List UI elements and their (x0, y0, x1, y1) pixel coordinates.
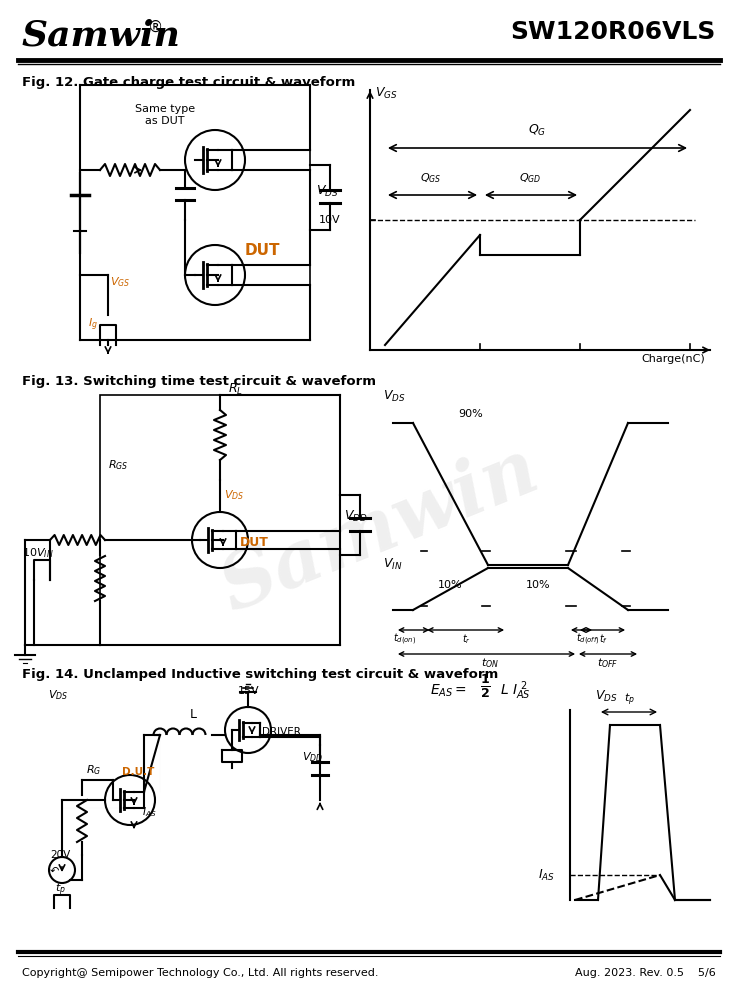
Text: Fig. 13. Switching time test circuit & waveform: Fig. 13. Switching time test circuit & w… (22, 375, 376, 388)
Text: $t_p$: $t_p$ (624, 691, 635, 708)
Text: as DUT: as DUT (145, 116, 184, 126)
Text: 10%: 10% (438, 580, 463, 590)
Text: $R_L$: $R_L$ (228, 382, 243, 397)
Text: 90%: 90% (458, 409, 483, 419)
Bar (80, 85, 310, 340)
Text: DUT: DUT (240, 536, 269, 549)
Text: 15V: 15V (238, 686, 260, 696)
Bar (100, 395, 340, 645)
Text: $L\ I_{AS}^{\ 2}$: $L\ I_{AS}^{\ 2}$ (500, 679, 531, 702)
Text: $t_{OFF}$: $t_{OFF}$ (597, 656, 618, 670)
Text: $Q_{GD}$: $Q_{GD}$ (519, 171, 541, 185)
Text: $E_{AS}=$: $E_{AS}=$ (430, 683, 467, 699)
Text: 10V: 10V (318, 215, 340, 225)
Text: $\curvearrowleft$: $\curvearrowleft$ (47, 865, 60, 875)
Text: Charge(nC): Charge(nC) (641, 354, 705, 364)
Text: 20V: 20V (50, 850, 70, 860)
Text: DUT: DUT (245, 243, 280, 258)
Text: $t_f$: $t_f$ (599, 632, 609, 646)
Text: $10V_{IN}$: $10V_{IN}$ (22, 546, 54, 560)
Text: Fig. 14. Unclamped Inductive switching test circuit & waveform: Fig. 14. Unclamped Inductive switching t… (22, 668, 498, 681)
Text: $V_{DS}$: $V_{DS}$ (48, 688, 69, 702)
Text: $Q_{GS}$: $Q_{GS}$ (420, 171, 441, 185)
Text: $Q_G$: $Q_G$ (528, 123, 547, 138)
Text: $V_{IN}$: $V_{IN}$ (383, 557, 402, 572)
Text: $I_{AS}$: $I_{AS}$ (538, 867, 555, 883)
Text: Aug. 2023. Rev. 0.5    5/6: Aug. 2023. Rev. 0.5 5/6 (575, 968, 716, 978)
Text: Samwin: Samwin (22, 18, 181, 52)
Text: L: L (190, 708, 197, 721)
Text: $\mathbf{\frac{1}{2}}$: $\mathbf{\frac{1}{2}}$ (480, 673, 491, 700)
Text: $V_{DD}$: $V_{DD}$ (302, 750, 323, 764)
Text: $V_{DS}$: $V_{DS}$ (316, 184, 339, 199)
Text: $V_{DS}$: $V_{DS}$ (224, 488, 244, 502)
Text: Samwin: Samwin (210, 433, 550, 627)
Text: $t_{d(off)}$: $t_{d(off)}$ (576, 632, 600, 647)
Text: D.U.T: D.U.T (122, 767, 154, 777)
Text: $V_{GS}$: $V_{GS}$ (110, 275, 131, 289)
Text: Same type: Same type (135, 104, 195, 114)
Text: DRIVER: DRIVER (262, 727, 301, 737)
Text: $I_g$: $I_g$ (88, 316, 98, 333)
Text: $V_{DS}$: $V_{DS}$ (595, 689, 618, 704)
Text: SW120R06VLS: SW120R06VLS (511, 20, 716, 44)
Text: $V_{DS}$: $V_{DS}$ (383, 389, 406, 404)
Text: $t_{d(on)}$: $t_{d(on)}$ (393, 632, 417, 647)
Text: Fig. 12. Gate charge test circuit & waveform: Fig. 12. Gate charge test circuit & wave… (22, 76, 355, 89)
Text: $t_r$: $t_r$ (462, 632, 471, 646)
Text: $t_p$: $t_p$ (55, 881, 66, 898)
Text: $R_G$: $R_G$ (86, 763, 101, 777)
Text: $I_{AS}$: $I_{AS}$ (142, 805, 156, 819)
Text: $V_{DD}$: $V_{DD}$ (344, 509, 368, 524)
Text: $R_{GS}$: $R_{GS}$ (108, 458, 128, 472)
Text: $t_{ON}$: $t_{ON}$ (481, 656, 500, 670)
Text: 10%: 10% (526, 580, 551, 590)
Text: ®: ® (148, 20, 163, 35)
Text: Copyright@ Semipower Technology Co., Ltd. All rights reserved.: Copyright@ Semipower Technology Co., Ltd… (22, 968, 379, 978)
Text: $V_{GS}$: $V_{GS}$ (375, 86, 398, 101)
